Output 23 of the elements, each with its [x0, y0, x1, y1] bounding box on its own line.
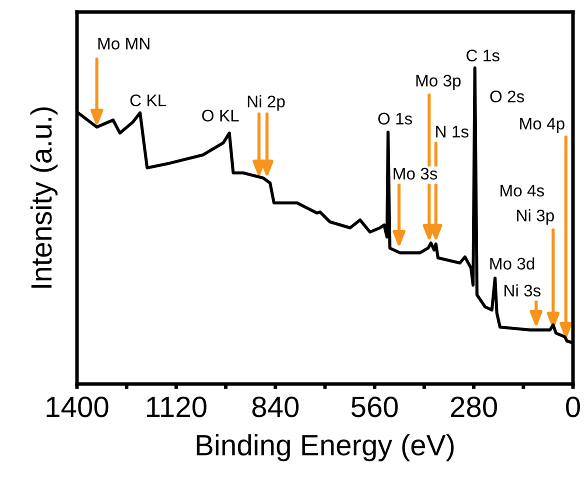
annotation: Ni 2p: [248, 95, 285, 111]
annotation: Mo 3s: [394, 168, 438, 180]
x-tick-label: 840: [252, 396, 299, 418]
annotation: O KL: [202, 110, 239, 122]
annotation: C KL: [130, 94, 166, 106]
annotation: N 1s: [436, 126, 468, 138]
annotation: Mo 3d: [490, 257, 534, 270]
annotation: Mo 4s: [500, 184, 544, 197]
x-tick-label: 1400: [46, 396, 108, 418]
annotation: O 1s: [378, 112, 412, 125]
annotation: Ni 3s: [504, 284, 541, 297]
y-axis-title: Intensity (a.u.): [30, 107, 58, 288]
annotation: C 1s: [466, 50, 500, 62]
x-tick-label: 1120: [147, 396, 206, 418]
annotation: Mo 3p: [416, 74, 461, 90]
annotation: Mo MN: [98, 38, 150, 50]
x-tick-label: 280: [450, 396, 497, 418]
annotation: Mo 4p: [520, 118, 564, 133]
annotation: O 2s: [490, 90, 524, 102]
annotation: Ni 3p: [517, 209, 554, 225]
x-tick-label: 560: [351, 396, 398, 418]
x-axis-title: Binding Energy (eV): [196, 434, 454, 462]
x-tick-label: 0: [566, 396, 580, 418]
